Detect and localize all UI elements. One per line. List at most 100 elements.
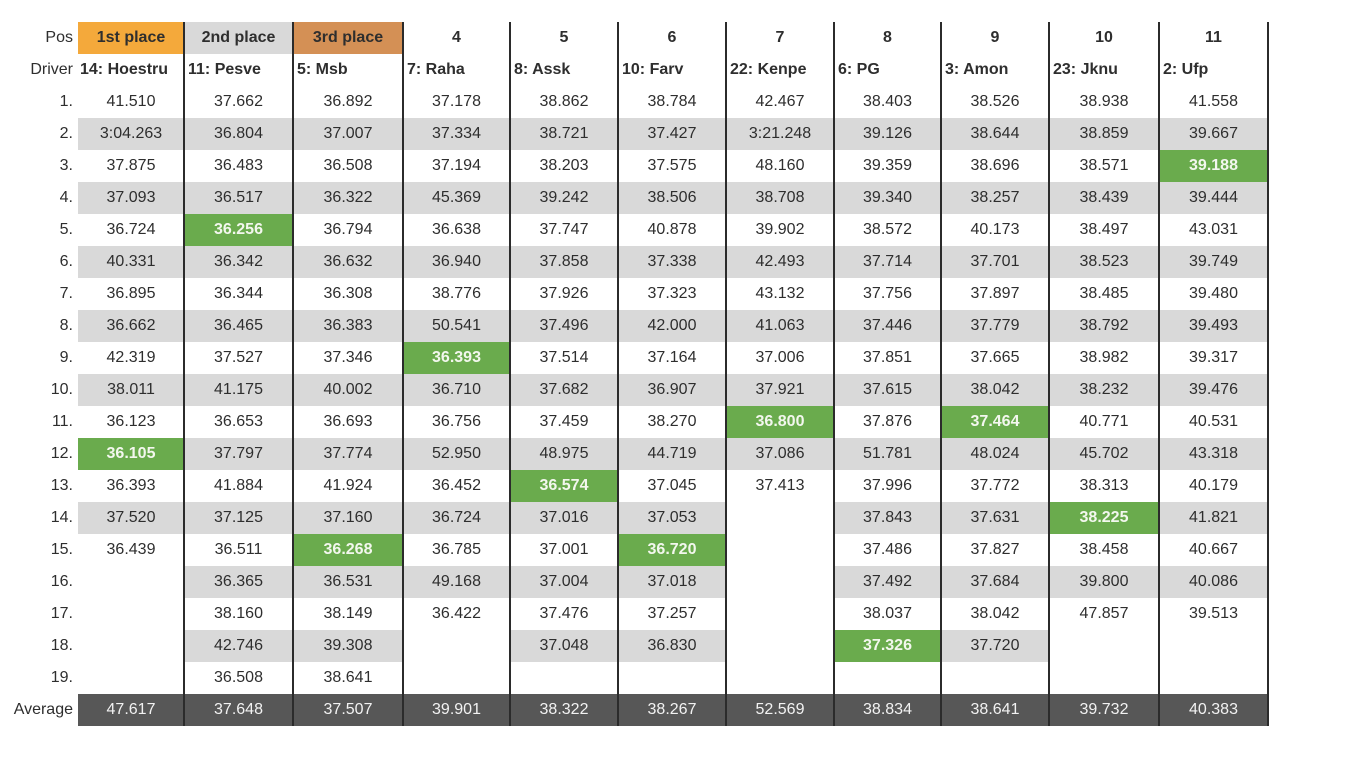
lap-time-cell: 39.242 xyxy=(510,182,618,214)
lap-number: 12. xyxy=(50,445,73,462)
lap-time-cell: 37.779 xyxy=(941,310,1049,342)
lap-time-cell: 36.632 xyxy=(293,246,403,278)
position-header: 10 xyxy=(1095,29,1113,46)
header-driver-row: Driver 14: Hoestru 11: Pesve 5: Msb 7: Raha 8… xyxy=(0,54,1268,86)
lap-time-cell: 40.878 xyxy=(647,221,697,238)
lap-time-cell: 37.843 xyxy=(834,502,941,534)
driver-name: 6: PG xyxy=(838,61,880,78)
average-label: Average xyxy=(13,701,73,718)
lap-time-cell: 40.002 xyxy=(293,374,403,406)
lap-time-cell xyxy=(726,630,834,662)
lap-time-cell xyxy=(726,566,834,598)
lap-time-cell: 37.772 xyxy=(970,477,1020,494)
lap-time-cell: 36.638 xyxy=(432,221,481,238)
lap-time-cell: 36.892 xyxy=(323,93,373,110)
lap-time-cell: 37.747 xyxy=(539,221,589,238)
average-cell: 38.834 xyxy=(834,694,941,726)
lap-time-cell: 37.093 xyxy=(78,182,184,214)
driver-name: 3: Amon xyxy=(945,61,1009,78)
lap-number: 4. xyxy=(59,189,73,206)
lap-time-cell: 37.007 xyxy=(293,118,403,150)
lap-row: 5. 36.724 36.256 36.794 36.638 37.747 40.878 39… xyxy=(0,214,1268,246)
lap-time-cell: 37.160 xyxy=(293,502,403,534)
lap-time-cell xyxy=(1049,662,1159,694)
lap-time-cell: 38.641 xyxy=(323,669,373,686)
lap-time-cell: 38.859 xyxy=(1049,118,1159,150)
lap-time-cell: 37.053 xyxy=(618,502,726,534)
lap-time-cell: 36.794 xyxy=(323,221,373,238)
lap-time-cell: 37.774 xyxy=(293,438,403,470)
lap-time-cell: 37.701 xyxy=(941,246,1049,278)
lap-time-cell: 37.323 xyxy=(647,285,697,302)
lap-time-cell: 38.721 xyxy=(510,118,618,150)
best-lap-cell: 36.720 xyxy=(618,534,726,566)
lap-time-cell: 42.746 xyxy=(184,630,293,662)
best-lap-cell: 39.188 xyxy=(1159,150,1268,182)
lap-time-cell: 36.710 xyxy=(403,374,510,406)
lap-time-cell: 37.858 xyxy=(510,246,618,278)
position-header: 3rd place xyxy=(293,22,403,54)
driver-label: Driver xyxy=(30,61,73,78)
lap-time-cell: 36.940 xyxy=(403,246,510,278)
lap-time-cell: 37.756 xyxy=(863,285,912,302)
lap-row: 19. 36.508 38.641 xyxy=(0,662,1268,694)
lap-time-cell: 37.018 xyxy=(618,566,726,598)
lap-time-cell: 38.149 xyxy=(323,605,373,622)
average-cell: 38.322 xyxy=(510,694,618,726)
lap-time-cell: 37.164 xyxy=(647,349,697,366)
column-divider xyxy=(725,22,727,726)
average-cell: 38.267 xyxy=(618,694,726,726)
lap-time-cell: 38.232 xyxy=(1049,374,1159,406)
lap-row: 6. 40.331 36.342 36.632 36.940 37.858 37.338 42… xyxy=(0,246,1268,278)
lap-time-cell: 36.804 xyxy=(184,118,293,150)
driver-name: 7: Raha xyxy=(407,61,465,78)
lap-time-cell: 36.895 xyxy=(106,285,156,302)
lap-row: 11. 36.123 36.653 36.693 36.756 37.459 38.270 3… xyxy=(0,406,1268,438)
lap-time-cell: 37.797 xyxy=(184,438,293,470)
lap-time-cell: 37.926 xyxy=(539,285,589,302)
lap-time-cell: 36.452 xyxy=(432,477,481,494)
driver-name: 10: Farv xyxy=(622,61,684,78)
lap-row: 9. 42.319 37.527 37.346 36.393 37.514 37.164 37… xyxy=(0,342,1268,374)
lap-time-cell: 36.439 xyxy=(106,541,156,558)
best-lap-cell: 36.800 xyxy=(726,406,834,438)
position-header: 5 xyxy=(559,29,569,46)
lap-number: 8. xyxy=(59,317,73,334)
column-divider xyxy=(940,22,942,726)
lap-number: 10. xyxy=(50,381,73,398)
header-position-row: Pos 1st place 2nd place 3rd place 4 5 6 7 8 9 10 11 xyxy=(0,22,1268,54)
column-divider xyxy=(617,22,619,726)
lap-time-cell: 38.011 xyxy=(78,374,184,406)
lap-time-cell: 37.921 xyxy=(726,374,834,406)
lap-time-cell: 36.531 xyxy=(293,566,403,598)
lap-time-cell: 52.950 xyxy=(403,438,510,470)
lap-time-cell: 38.708 xyxy=(726,182,834,214)
average-cell: 52.569 xyxy=(726,694,834,726)
lap-time-cell: 42.319 xyxy=(106,349,156,366)
lap-time-cell: 37.684 xyxy=(941,566,1049,598)
lap-time-cell: 43.031 xyxy=(1189,221,1238,238)
lap-time-cell: 37.125 xyxy=(184,502,293,534)
best-lap-cell: 37.326 xyxy=(834,630,941,662)
lap-time-cell: 37.194 xyxy=(432,157,481,174)
lap-time-cell: 37.334 xyxy=(403,118,510,150)
lap-time-cell: 37.827 xyxy=(970,541,1020,558)
lap-time-cell: 41.558 xyxy=(1189,93,1238,110)
column-divider xyxy=(833,22,835,726)
lap-time-cell: 38.644 xyxy=(941,118,1049,150)
position-header: 1st place xyxy=(78,22,184,54)
pos-label: Pos xyxy=(45,29,73,46)
lap-time-cell: 38.313 xyxy=(1079,477,1129,494)
lap-time-cell: 37.346 xyxy=(323,349,373,366)
lap-time-cell xyxy=(726,598,834,630)
lap-time-cell: 36.508 xyxy=(214,669,263,686)
column-divider xyxy=(509,22,511,726)
lap-time-cell xyxy=(726,534,834,566)
lap-time-cell: 37.720 xyxy=(941,630,1049,662)
position-header: 11 xyxy=(1205,29,1222,46)
lap-time-cell: 39.800 xyxy=(1049,566,1159,598)
lap-number: 9. xyxy=(59,349,73,366)
lap-row: 2. 3:04.263 36.804 37.007 37.334 38.721 37.427… xyxy=(0,118,1268,150)
lap-time-cell: 47.857 xyxy=(1079,605,1129,622)
driver-name: 2: Ufp xyxy=(1163,61,1209,78)
